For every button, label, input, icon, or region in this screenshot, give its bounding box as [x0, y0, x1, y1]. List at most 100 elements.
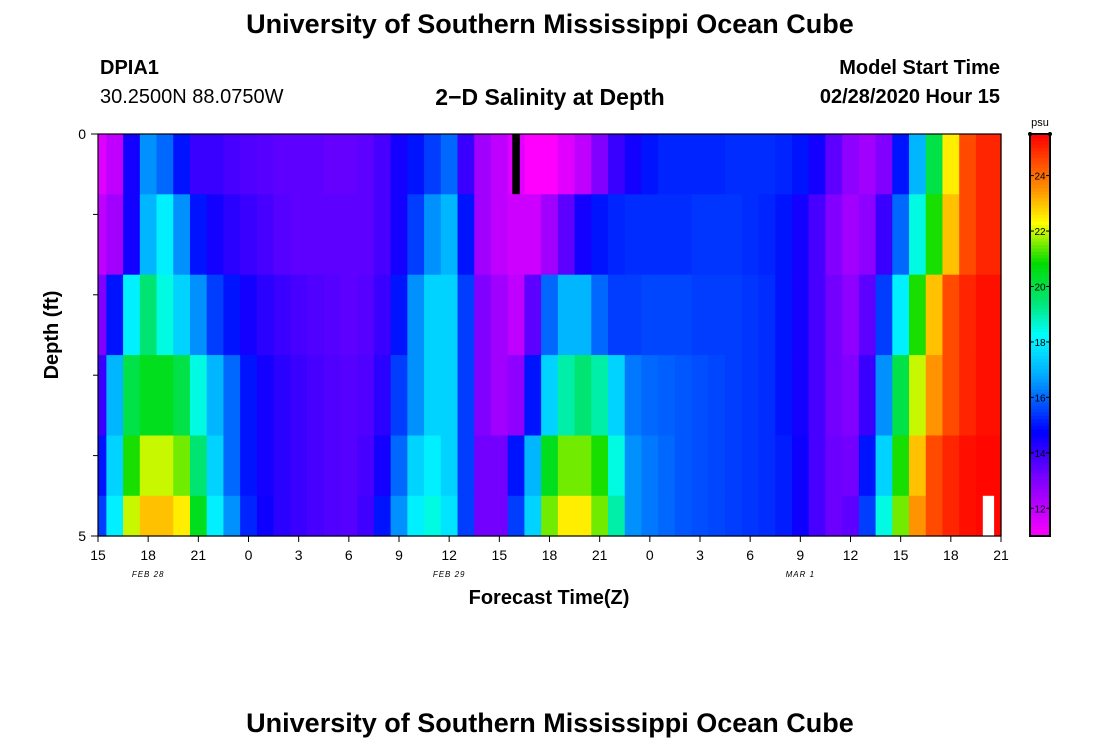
heatmap-cell — [123, 274, 141, 356]
heatmap-cell — [741, 194, 760, 276]
heatmap-cell — [507, 355, 526, 437]
colorbar-segment — [1030, 398, 1050, 403]
heatmap-cell — [574, 435, 592, 497]
colorbar-segment — [1030, 425, 1050, 430]
heatmap-cell — [507, 435, 526, 497]
heatmap-cell — [474, 435, 492, 497]
colorbar-segment — [1030, 465, 1050, 470]
heatmap-cell — [708, 495, 726, 537]
heatmap-cell — [256, 435, 275, 497]
heatmap-cell — [725, 495, 743, 537]
colorbar-segment — [1030, 197, 1050, 202]
heatmap-cell — [457, 435, 475, 497]
heatmap-cell — [340, 274, 358, 356]
heatmap-cell — [440, 495, 459, 537]
colorbar-segment — [1030, 489, 1050, 494]
heatmap-cell — [708, 355, 726, 437]
colorbar-segment — [1030, 438, 1050, 443]
heatmap-cell — [390, 134, 408, 195]
colorbar-segment — [1030, 314, 1050, 319]
heatmap-cell — [775, 134, 793, 195]
x-date-label: MAR 1 — [786, 570, 815, 579]
heatmap-cell — [256, 274, 275, 356]
heatmap-cell — [373, 134, 392, 195]
colorbar-segment — [1030, 281, 1050, 286]
heatmap-cell — [641, 134, 659, 195]
heatmap-cell — [490, 274, 509, 356]
heatmap-cell — [758, 134, 776, 195]
colorbar-segment — [1030, 532, 1050, 537]
colorbar-segment — [1030, 351, 1050, 356]
heatmap-cell — [641, 495, 659, 537]
heatmap-cell — [156, 194, 174, 276]
heatmap-cell — [791, 134, 810, 195]
heatmap-cell — [206, 194, 225, 276]
heatmap-cell — [474, 355, 492, 437]
heatmap-cell — [674, 194, 693, 276]
heatmap-cell — [340, 355, 358, 437]
heatmap-cell — [674, 274, 693, 356]
heatmap-cell — [591, 194, 609, 276]
colorbar-segment — [1030, 234, 1050, 239]
heatmap-cell — [842, 495, 860, 537]
heatmap-cell — [240, 435, 258, 497]
heatmap-cell — [758, 495, 776, 537]
colorbar-segment — [1030, 345, 1050, 349]
heatmap-cell — [909, 134, 927, 195]
colorbar-segment — [1030, 388, 1050, 393]
heatmap-cell — [290, 134, 308, 195]
colorbar-segment — [1030, 348, 1050, 353]
heatmap-cell — [741, 495, 760, 537]
x-date-label: FEB 29 — [433, 570, 466, 579]
heatmap-cell — [658, 134, 676, 195]
colorbar-tick-label: 20 — [1034, 282, 1046, 293]
heatmap-cell — [674, 355, 693, 437]
heatmap-cell — [407, 495, 425, 537]
heatmap-cell — [307, 435, 325, 497]
heatmap-cell — [440, 274, 459, 356]
colorbar-segment — [1030, 502, 1050, 507]
colorbar-segment — [1030, 247, 1050, 252]
heatmap-cell — [273, 435, 291, 497]
colorbar-segment — [1030, 301, 1050, 306]
heatmap-cell — [357, 495, 375, 537]
x-tick-label: 6 — [746, 547, 754, 563]
heatmap-cell — [791, 355, 810, 437]
heatmap-cell — [691, 274, 709, 356]
heatmap-cell — [892, 194, 910, 276]
x-tick-label: 12 — [441, 547, 457, 563]
heatmap-cell — [424, 134, 442, 195]
heatmap-cell — [858, 355, 877, 437]
heatmap-cell — [106, 194, 124, 276]
heatmap-cell — [323, 435, 342, 497]
colorbar-segment — [1030, 154, 1050, 159]
colorbar-segment — [1030, 170, 1050, 175]
colorbar-segment — [1030, 271, 1050, 276]
colorbar-segment — [1030, 408, 1050, 413]
heatmap-cell — [691, 134, 709, 195]
heatmap-cell — [189, 274, 208, 356]
heatmap-cell — [909, 355, 927, 437]
heatmap-cell — [842, 134, 860, 195]
heatmap-cell — [541, 194, 559, 276]
x-tick-label: 21 — [592, 547, 608, 563]
heatmap-cell — [390, 495, 408, 537]
heatmap-cell — [608, 194, 626, 276]
colorbar-segment — [1030, 445, 1050, 450]
heatmap-cell — [123, 194, 141, 276]
heatmap-cell — [674, 495, 693, 537]
x-tick-label: 15 — [90, 547, 106, 563]
heatmap-cell — [256, 495, 275, 537]
colorbar-tick-label: 16 — [1034, 393, 1046, 404]
colorbar-segment — [1030, 458, 1050, 463]
colorbar-segment — [1030, 291, 1050, 296]
colorbar-segment — [1030, 214, 1050, 219]
colorbar-segment — [1030, 529, 1050, 534]
heatmap-cell — [758, 435, 776, 497]
heatmap-cell — [223, 435, 241, 497]
heatmap-cell — [457, 355, 475, 437]
colorbar-segment — [1030, 479, 1050, 483]
heatmap-cell — [557, 274, 576, 356]
heatmap-cell — [591, 495, 609, 537]
heatmap-cell — [909, 435, 927, 497]
